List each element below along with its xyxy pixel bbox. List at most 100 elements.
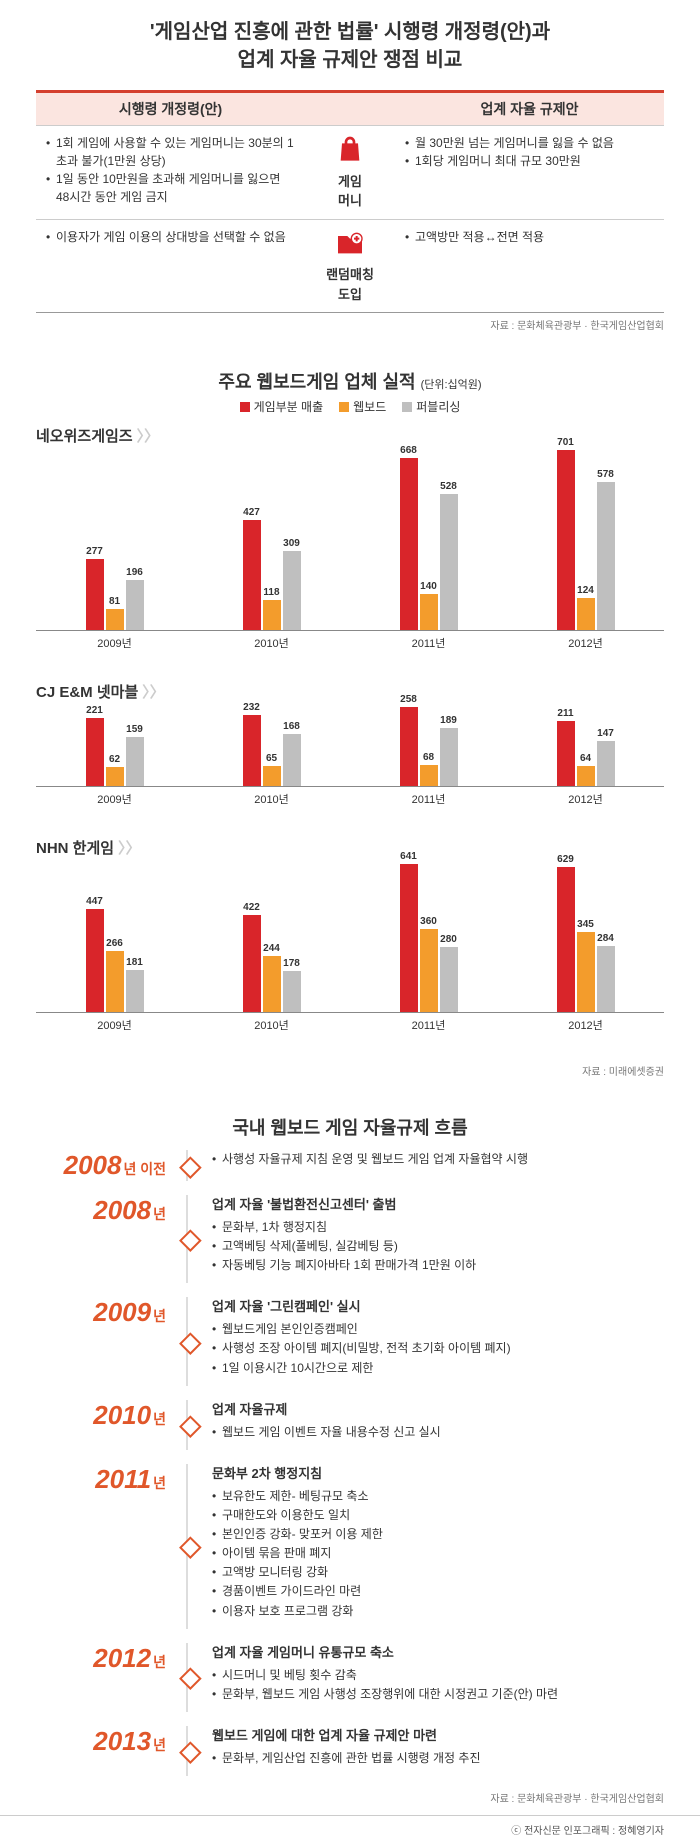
cmp-right-item: 월 30만원 넘는 게임머니를 잃을 수 없음	[405, 134, 654, 152]
year-label: 2011년	[350, 631, 507, 651]
timeline-year: 2010년	[36, 1400, 186, 1450]
timeline-item: 고액베팅 삭제(풀베팅, 실감베팅 등)	[212, 1237, 664, 1256]
bar	[283, 551, 301, 630]
bar	[243, 915, 261, 1012]
timeline-item: 사행성 조장 아이템 폐지(비밀방, 전적 초기화 아이템 폐지)	[212, 1339, 664, 1358]
bar	[440, 728, 458, 786]
bar	[263, 956, 281, 1012]
cmp-left-item: 1회 게임에 사용할 수 있는 게임머니는 30분의 1 초과 불가(1만원 상…	[46, 134, 295, 170]
cmp-source: 자료 : 문화체육관광부 · 한국게임산업협회	[36, 317, 664, 332]
bar	[420, 594, 438, 630]
bar	[243, 520, 261, 630]
timeline-heading: 업계 자율규제	[212, 1400, 664, 1421]
year-label: 2011년	[350, 787, 507, 807]
bar-value: 221	[86, 705, 103, 716]
bar	[597, 482, 615, 630]
timeline-year: 2008년	[36, 1195, 186, 1283]
cmp-mid-label: 게임머니	[338, 172, 362, 211]
bar-value: 178	[283, 958, 300, 969]
timeline-year: 2009년	[36, 1297, 186, 1385]
bar	[263, 766, 281, 786]
timeline-heading: 업계 자율 '그린캠페인' 실시	[212, 1297, 664, 1318]
chart-title: 주요 웹보드게임 업체 실적 (단위:십억원)	[36, 368, 664, 394]
bar	[86, 559, 104, 630]
bar	[86, 718, 104, 786]
bar-value: 65	[266, 753, 277, 764]
timeline-heading: 문화부 2차 행정지침	[212, 1464, 664, 1485]
timeline-item: 문화부, 1차 행정지침	[212, 1218, 664, 1237]
bar	[400, 458, 418, 630]
bar	[126, 737, 144, 786]
timeline-year: 2008년 이전	[36, 1150, 186, 1181]
chart-legend: 게임부분 매출 웹보드 퍼블리싱	[36, 398, 664, 415]
bar-value: 140	[420, 581, 437, 592]
bar-value: 124	[577, 585, 594, 596]
timeline-item: 보유한도 제한- 베팅규모 축소	[212, 1487, 664, 1506]
bar-value: 427	[243, 507, 260, 518]
cmp-head-right: 업계 자율 규제안	[395, 93, 664, 125]
bar-value: 258	[400, 694, 417, 705]
bar-value: 81	[109, 596, 120, 607]
bar-value: 360	[420, 916, 437, 927]
timeline-item: 아이템 묶음 판매 폐지	[212, 1544, 664, 1563]
timeline-item: 시드머니 및 베팅 횟수 감축	[212, 1666, 664, 1685]
bar-value: 345	[577, 919, 594, 930]
timeline-year: 2012년	[36, 1643, 186, 1712]
bar-value: 447	[86, 896, 103, 907]
timeline-source: 자료 : 문화체육관광부 · 한국게임산업협회	[36, 1790, 664, 1805]
bar	[557, 450, 575, 630]
comparison-table: 시행령 개정령(안) 업계 자율 규제안 1회 게임에 사용할 수 있는 게임머…	[36, 90, 664, 313]
company-name: CJ E&M 넷마블〉〉	[36, 681, 664, 702]
chart-source: 자료 : 미래에셋증권	[36, 1063, 664, 1078]
bar	[597, 741, 615, 786]
bar-value: 668	[400, 445, 417, 456]
cmp-head-left: 시행령 개정령(안)	[36, 93, 305, 125]
year-label: 2010년	[193, 787, 350, 807]
bar-value: 244	[263, 943, 280, 954]
folder-plus-icon	[334, 228, 366, 266]
timeline-item: 본인인증 강화- 맞포커 이용 제한	[212, 1525, 664, 1544]
timeline-year: 2013년	[36, 1726, 186, 1776]
timeline-heading: 웹보드 게임에 대한 업계 자율 규제안 마련	[212, 1726, 664, 1747]
year-label: 2011년	[350, 1013, 507, 1033]
timeline-item: 구매한도와 이용한도 일치	[212, 1506, 664, 1525]
bar	[106, 951, 124, 1012]
bar-value: 232	[243, 702, 260, 713]
bar-value: 62	[109, 754, 120, 765]
bar	[243, 715, 261, 786]
timeline-item: 문화부, 웹보드 게임 사행성 조장행위에 대한 시정권고 기준(안) 마련	[212, 1685, 664, 1704]
year-label: 2009년	[36, 631, 193, 651]
year-label: 2012년	[507, 787, 664, 807]
bar-value: 422	[243, 902, 260, 913]
bar-value: 189	[440, 715, 457, 726]
bar-value: 211	[557, 708, 573, 719]
bar-value: 701	[557, 437, 574, 448]
cmp-left-item: 1일 동안 10만원을 초과해 게임머니를 잃으면 48시간 동안 게임 금지	[46, 170, 295, 206]
bar-value: 68	[423, 752, 434, 763]
bar	[557, 721, 575, 786]
bar-value: 280	[440, 934, 457, 945]
bar	[126, 970, 144, 1012]
bar	[577, 598, 595, 630]
timeline-item: 이용자 보호 프로그램 강화	[212, 1602, 664, 1621]
bar-value: 147	[597, 728, 614, 739]
shopping-bag-icon	[334, 134, 366, 172]
bar	[400, 864, 418, 1012]
bar	[106, 767, 124, 786]
year-label: 2012년	[507, 1013, 664, 1033]
bar-value: 118	[263, 587, 279, 598]
bar-value: 284	[597, 933, 614, 944]
timeline-item: 웹보드게임 본인인증캠페인	[212, 1320, 664, 1339]
bar-value: 181	[126, 957, 143, 968]
year-label: 2010년	[193, 1013, 350, 1033]
bar-value: 266	[106, 938, 123, 949]
bar-value: 64	[580, 753, 591, 764]
bar	[126, 580, 144, 630]
timeline-heading: 업계 자율 '불법환전신고센터' 출범	[212, 1195, 664, 1216]
timeline: 2008년 이전 사행성 자율규제 지침 운영 및 웹보드 게임 업계 자율협약 …	[36, 1150, 664, 1776]
bar	[420, 765, 438, 786]
bar-value: 168	[283, 721, 300, 732]
timeline-year: 2011년	[36, 1464, 186, 1629]
timeline-item: 사행성 자율규제 지침 운영 및 웹보드 게임 업계 자율협약 시행	[212, 1150, 664, 1169]
timeline-item: 웹보드 게임 이벤트 자율 내용수정 신고 실시	[212, 1423, 664, 1442]
